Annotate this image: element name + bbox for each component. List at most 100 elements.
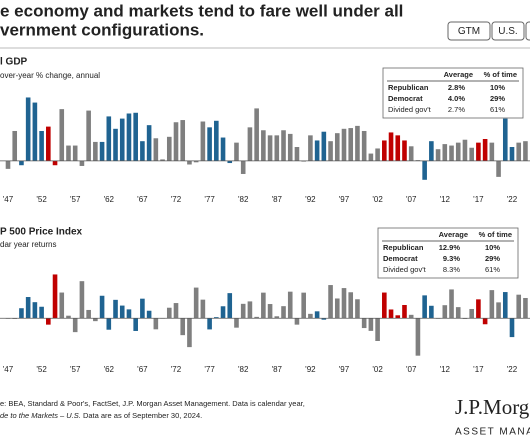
bar xyxy=(207,127,212,161)
x-tick-label: '12 xyxy=(440,195,451,204)
bar xyxy=(207,318,212,330)
x-tick-label: '97 xyxy=(339,195,350,204)
bar xyxy=(240,303,246,319)
x-tick-label: '52 xyxy=(36,365,47,374)
bar xyxy=(321,131,327,161)
bar xyxy=(119,118,125,161)
legend-name: Democrat xyxy=(388,94,423,103)
bar xyxy=(227,160,233,164)
bar xyxy=(314,311,320,319)
bar xyxy=(113,128,118,161)
bar xyxy=(388,132,394,161)
bar xyxy=(267,304,273,319)
bar xyxy=(408,146,414,161)
bar xyxy=(32,102,38,161)
bar xyxy=(382,292,387,319)
bar xyxy=(429,141,434,161)
bar xyxy=(200,121,206,161)
bar xyxy=(187,160,192,165)
bar xyxy=(79,281,85,319)
bar xyxy=(395,135,401,161)
bar xyxy=(166,307,172,319)
bar xyxy=(476,142,481,161)
x-tick-label: '87 xyxy=(272,365,283,374)
bar xyxy=(173,303,179,319)
bar xyxy=(355,299,360,319)
bar xyxy=(368,318,374,331)
bar xyxy=(247,301,253,319)
legend-header: Average xyxy=(444,70,473,79)
bar xyxy=(469,308,474,319)
legend-share: 10% xyxy=(485,243,500,252)
bar xyxy=(415,318,421,356)
bar xyxy=(449,145,454,161)
note-text: Data are as of September 30, 2024. xyxy=(81,411,202,420)
bar xyxy=(106,116,112,161)
bar xyxy=(12,130,18,161)
bar xyxy=(39,306,44,319)
date-note: de to the Markets – U.S. Data are as of … xyxy=(0,411,202,420)
note-italic: de to the Markets – U.S. xyxy=(0,411,81,420)
bar xyxy=(395,315,401,319)
x-tick-label: '17 xyxy=(473,365,484,374)
x-tick-label: '62 xyxy=(104,365,115,374)
x-tick-label: '02 xyxy=(372,365,383,374)
bar xyxy=(180,318,186,336)
bar xyxy=(19,160,24,166)
bar xyxy=(193,287,199,319)
bar xyxy=(516,142,522,161)
bar xyxy=(180,120,186,161)
bar xyxy=(72,318,78,333)
button[interactable] xyxy=(447,21,491,41)
bar xyxy=(93,141,98,161)
page-title: vernment configurations. xyxy=(0,20,204,39)
bar xyxy=(234,142,239,161)
bar xyxy=(19,308,24,319)
x-tick-label: '77 xyxy=(204,195,215,204)
x-tick-label: '72 xyxy=(171,195,182,204)
bar xyxy=(25,297,31,319)
bar xyxy=(281,306,286,319)
bar xyxy=(200,299,206,319)
bar xyxy=(227,293,233,319)
legend-share: 29% xyxy=(490,94,505,103)
bar xyxy=(46,126,51,161)
bar xyxy=(402,140,407,161)
bar xyxy=(214,317,219,319)
bar xyxy=(496,302,501,319)
button[interactable] xyxy=(491,21,525,41)
bar xyxy=(294,147,300,161)
bar xyxy=(254,108,259,161)
legend-average: 9.3% xyxy=(443,254,460,263)
chart-title: l GDP xyxy=(0,57,28,68)
x-tick-label: '57 xyxy=(70,365,81,374)
bar xyxy=(449,289,454,319)
bar xyxy=(422,295,427,319)
x-tick-label: '87 xyxy=(272,195,283,204)
button-label[interactable]: GTM xyxy=(458,26,480,37)
legend-share: 61% xyxy=(485,265,500,274)
bar xyxy=(388,309,394,319)
x-tick-label: '82 xyxy=(238,195,249,204)
bar xyxy=(328,285,333,319)
bar xyxy=(509,318,515,338)
bar xyxy=(482,318,488,325)
bar xyxy=(52,274,58,319)
bar xyxy=(442,305,448,319)
legend-name: Democrat xyxy=(383,254,418,263)
button[interactable] xyxy=(525,21,530,41)
legend-average: 4.0% xyxy=(448,94,465,103)
bar xyxy=(355,125,360,161)
bar xyxy=(308,313,313,319)
button-label[interactable]: U.S. xyxy=(498,26,517,37)
bar xyxy=(140,298,145,319)
bar xyxy=(341,288,347,319)
bar xyxy=(489,142,495,161)
bar xyxy=(274,316,280,319)
bar xyxy=(482,139,488,161)
bar xyxy=(341,128,347,161)
legend-average: 12.9% xyxy=(439,243,461,252)
bar xyxy=(160,159,165,161)
bar xyxy=(348,292,354,319)
bar xyxy=(308,135,313,161)
